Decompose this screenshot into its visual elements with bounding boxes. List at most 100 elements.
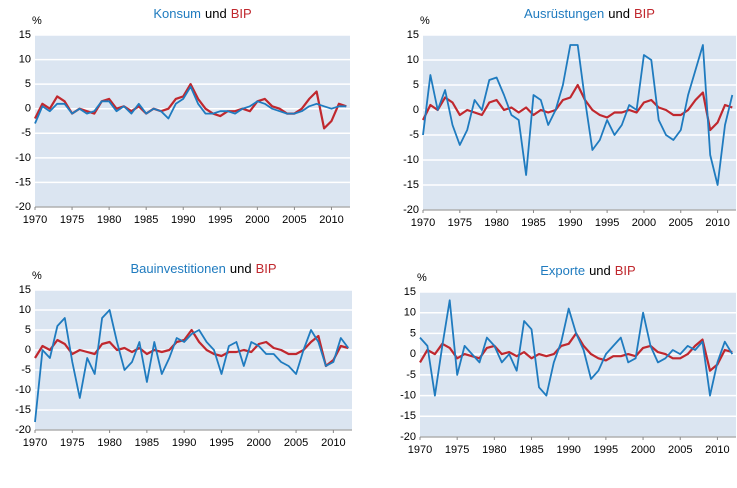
y-tick-label: 10 (19, 304, 31, 316)
x-tick-label: 1975 (60, 437, 84, 449)
x-tick-label: 1980 (97, 437, 121, 449)
x-tick-label: 1995 (208, 214, 232, 226)
data-line (34, 328, 349, 368)
y-tick-label: 15 (407, 29, 419, 41)
x-tick-label: 2010 (321, 437, 345, 449)
title-connector: und (205, 6, 227, 21)
title-series: Bauinvestitionen (130, 261, 225, 276)
data-line (34, 309, 350, 423)
y-tick-label: -15 (15, 404, 31, 416)
y-tick-label: -5 (21, 364, 31, 376)
x-tick-label: 1975 (445, 444, 469, 456)
x-tick-label: 1985 (135, 437, 159, 449)
chart-title: Konsum und BIP (153, 6, 251, 21)
y-tick-label: 5 (25, 78, 31, 90)
title-series: Exporte (540, 263, 585, 278)
y-tick-label: 0 (25, 103, 31, 115)
chart-title: Exporte und BIP (540, 263, 635, 278)
y-tick-label: -10 (400, 389, 416, 401)
title-connector: und (608, 6, 630, 21)
y-tick-label: 5 (410, 327, 416, 339)
x-tick-label: 1970 (408, 444, 432, 456)
x-tick-label: 2000 (632, 217, 656, 229)
x-tick-label: 1975 (448, 217, 472, 229)
x-tick-label: 1970 (411, 217, 435, 229)
chart-panel: -20 -15 -10 -5 0 5 10 15 1970 1975 1980 1985 1990 199… (400, 263, 736, 456)
y-tick-label: 15 (19, 29, 31, 41)
x-tick-label: 2010 (319, 214, 343, 226)
y-tick-label: 10 (407, 54, 419, 66)
y-tick-label: -15 (403, 179, 419, 191)
x-tick-label: 1990 (556, 444, 580, 456)
chart-panel: -20 -15 -10 -5 0 5 10 15 1970 1975 1980 1985 1990 199… (403, 6, 736, 229)
title-series: BIP (231, 6, 252, 21)
y-tick-label: 5 (25, 324, 31, 336)
x-tick-label: 1995 (594, 444, 618, 456)
chart-panel: -20 -15 -10 -5 0 5 10 15 1970 1975 1980 1985 1990 199… (15, 261, 352, 449)
x-tick-label: 1975 (60, 214, 84, 226)
x-tick-label: 2005 (282, 214, 306, 226)
data-line (422, 44, 734, 186)
title-series: BIP (256, 261, 277, 276)
y-axis-label: % (417, 272, 427, 284)
plot-area (420, 292, 736, 437)
x-tick-label: 2010 (705, 217, 729, 229)
y-tick-label: -10 (403, 154, 419, 166)
title-series: BIP (615, 263, 636, 278)
x-tick-label: 1970 (23, 437, 47, 449)
x-tick-label: 2005 (669, 217, 693, 229)
y-tick-label: -20 (15, 424, 31, 436)
x-tick-label: 1980 (482, 444, 506, 456)
y-tick-label: 10 (19, 53, 31, 65)
x-tick-label: 1990 (558, 217, 582, 229)
x-tick-label: 1990 (171, 214, 195, 226)
x-tick-label: 1990 (172, 437, 196, 449)
x-tick-label: 1980 (484, 217, 508, 229)
y-tick-label: -10 (15, 384, 31, 396)
x-tick-label: 2000 (631, 444, 655, 456)
plot-area (35, 35, 350, 207)
y-tick-label: -15 (15, 176, 31, 188)
title-connector: und (230, 261, 252, 276)
y-tick-label: 0 (25, 344, 31, 356)
x-tick-label: 1985 (134, 214, 158, 226)
y-axis-label: % (32, 15, 42, 27)
x-tick-label: 1995 (209, 437, 233, 449)
title-series: Konsum (153, 6, 201, 21)
x-tick-label: 2005 (284, 437, 308, 449)
y-tick-label: 5 (413, 79, 419, 91)
y-tick-label: 0 (410, 348, 416, 360)
data-line (422, 83, 733, 132)
title-series: BIP (634, 6, 655, 21)
y-tick-label: 10 (404, 307, 416, 319)
y-tick-label: -5 (406, 369, 416, 381)
title-series: Ausrüstungen (524, 6, 604, 21)
x-tick-label: 1985 (521, 217, 545, 229)
y-tick-label: 15 (19, 284, 31, 296)
chart-title: Bauinvestitionen und BIP (130, 261, 276, 276)
plot-area (35, 290, 352, 430)
x-tick-label: 2010 (705, 444, 729, 456)
x-tick-label: 1980 (97, 214, 121, 226)
x-tick-label: 1970 (23, 214, 47, 226)
x-tick-label: 1995 (595, 217, 619, 229)
chart-panel: -20 -15 -10 -5 0 5 10 15 1970 1975 1980 1985 1990 199… (15, 6, 350, 226)
y-tick-label: 15 (404, 286, 416, 298)
x-tick-label: 1985 (519, 444, 543, 456)
y-tick-label: -10 (15, 152, 31, 164)
y-tick-label: 0 (413, 104, 419, 116)
title-connector: und (589, 263, 611, 278)
x-tick-label: 2005 (668, 444, 692, 456)
y-tick-label: -5 (21, 127, 31, 139)
x-tick-label: 2000 (245, 214, 269, 226)
y-axis-label: % (32, 270, 42, 282)
x-tick-label: 2000 (247, 437, 271, 449)
y-axis-label: % (420, 15, 430, 27)
y-tick-label: -5 (409, 129, 419, 141)
y-tick-label: -20 (400, 431, 416, 443)
data-line (34, 85, 347, 124)
y-tick-label: -20 (15, 201, 31, 213)
y-tick-label: -20 (403, 204, 419, 216)
